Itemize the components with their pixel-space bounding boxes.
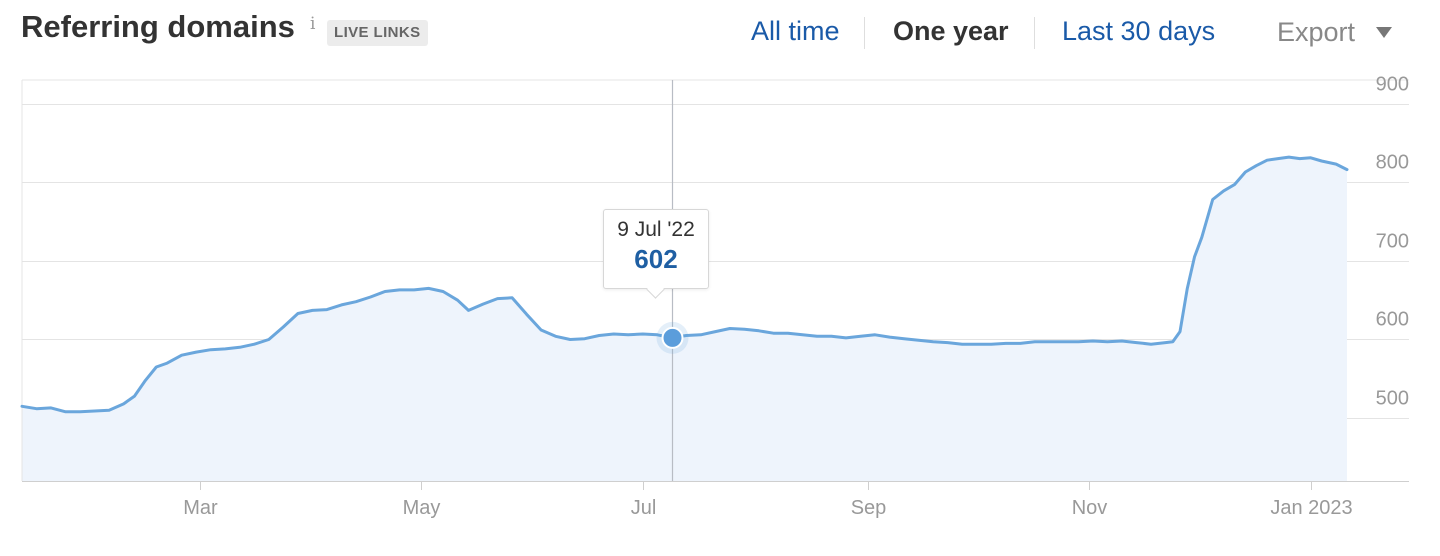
range-one-year[interactable]: One year bbox=[893, 16, 1009, 46]
y-tick-label: 500 bbox=[1376, 388, 1409, 410]
range-separator bbox=[864, 17, 865, 49]
x-tick-label: Mar bbox=[183, 497, 218, 519]
y-tick-label: 900 bbox=[1376, 74, 1409, 96]
x-tick-label: May bbox=[403, 497, 441, 519]
range-all-time[interactable]: All time bbox=[751, 16, 840, 46]
chart-header: Referring domains i LIVE LINKS All time … bbox=[0, 0, 1440, 64]
chart-tooltip: 9 Jul '22 602 bbox=[603, 209, 709, 289]
series-area bbox=[22, 157, 1347, 481]
caret-down-icon[interactable] bbox=[1376, 27, 1392, 38]
series-line bbox=[20, 155, 1349, 414]
y-tick-label: 800 bbox=[1376, 152, 1409, 174]
live-links-badge: LIVE LINKS bbox=[327, 20, 428, 46]
chart-title: Referring domains bbox=[21, 9, 295, 44]
y-tick-label: 700 bbox=[1376, 231, 1409, 253]
export-button[interactable]: Export bbox=[1277, 17, 1356, 47]
x-tick-label: Nov bbox=[1072, 497, 1108, 519]
highlight-point bbox=[661, 326, 684, 349]
x-tick-label: Jan 2023 bbox=[1270, 497, 1352, 519]
info-icon[interactable]: i bbox=[310, 14, 316, 34]
tooltip-value: 602 bbox=[634, 244, 678, 274]
range-last-30-days[interactable]: Last 30 days bbox=[1062, 16, 1216, 46]
x-tick-label: Sep bbox=[851, 497, 887, 519]
tooltip-date: 9 Jul '22 bbox=[617, 218, 695, 241]
y-tick-label: 600 bbox=[1376, 309, 1409, 331]
x-tick-label: Jul bbox=[631, 497, 657, 519]
range-separator bbox=[1034, 17, 1035, 49]
